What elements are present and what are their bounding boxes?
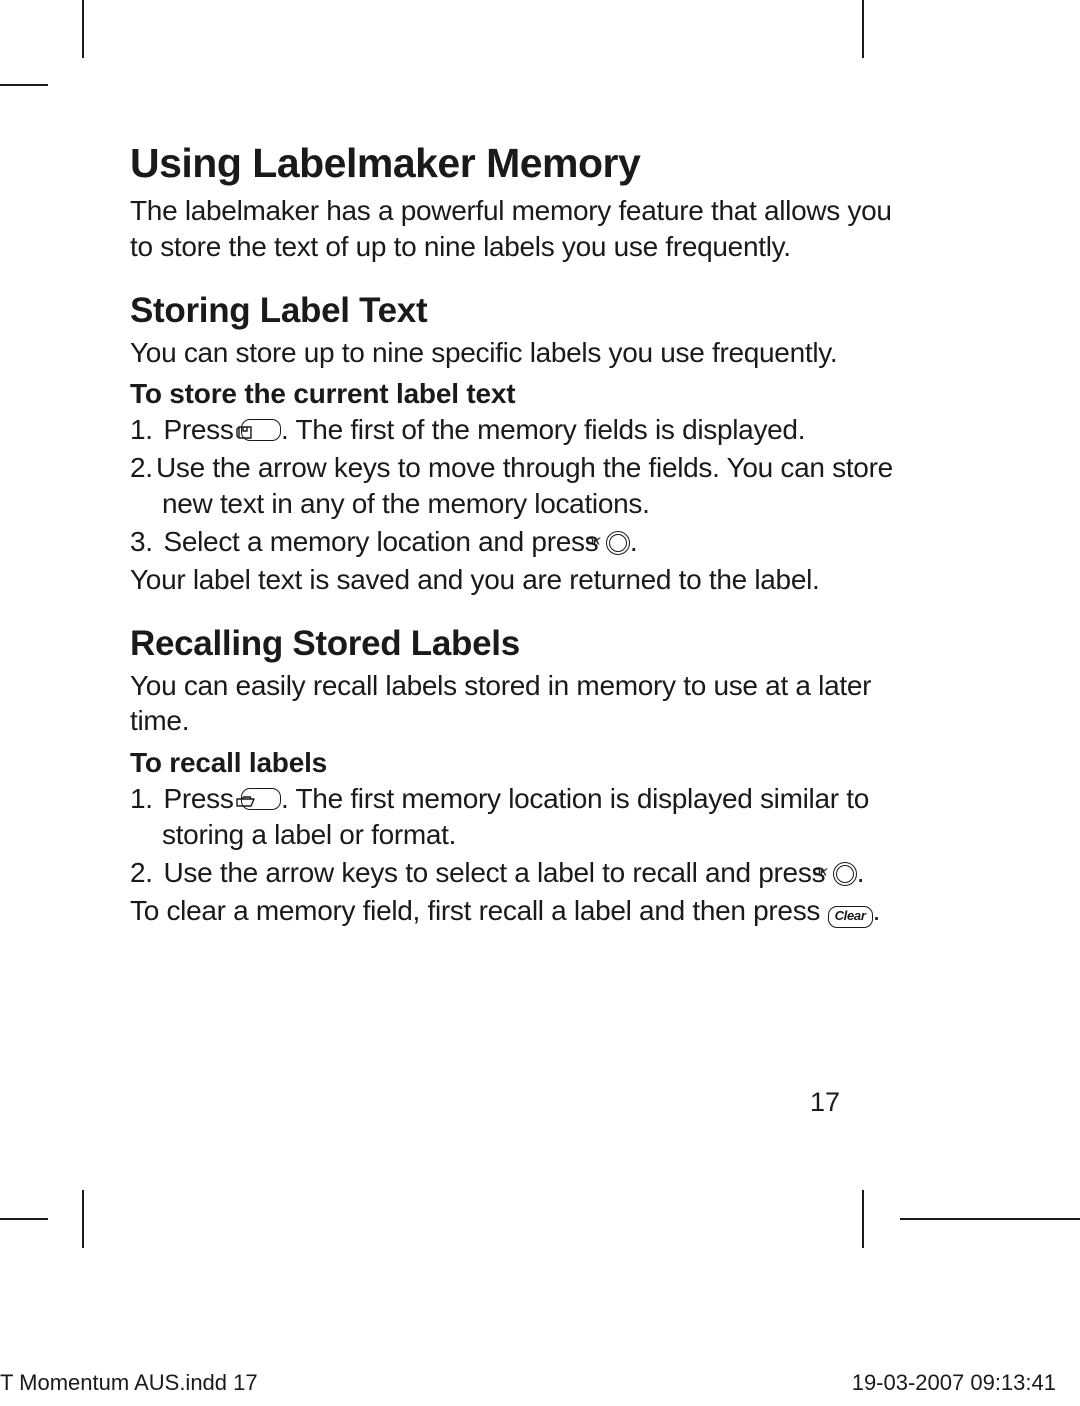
clear-key-icon: Clear	[828, 906, 873, 928]
open-key-icon	[241, 788, 281, 810]
ok-key-icon: OK	[833, 862, 857, 886]
page-number: 17	[810, 1087, 840, 1118]
step-text: Select a memory location and press	[163, 526, 605, 557]
crop-mark	[82, 1190, 84, 1248]
crop-mark	[0, 84, 48, 86]
crop-mark	[0, 1218, 48, 1220]
after-text: Your label text is saved and you are ret…	[130, 562, 910, 598]
after-text-b: .	[873, 895, 880, 926]
footer-timestamp: 19-03-2007 09:13:41	[852, 1370, 1056, 1396]
footer-filename: T Momentum AUS.indd 17	[0, 1370, 258, 1396]
crop-mark	[862, 0, 864, 58]
step-text: .	[857, 857, 864, 888]
after-text: To clear a memory field, first recall a …	[130, 893, 910, 929]
step-text: Press	[163, 783, 241, 814]
step-item: Use the arrow keys to select a label to …	[130, 855, 910, 891]
after-text-a: To clear a memory field, first recall a …	[130, 895, 828, 926]
section-subheading: To recall labels	[130, 747, 910, 779]
steps-list: Press . The first of the memory fields i…	[130, 412, 910, 559]
step-text: . The first of the memory fields is disp…	[281, 414, 805, 445]
step-item: Press . The first memory location is dis…	[130, 781, 910, 853]
step-text: Use the arrow keys to select a label to …	[163, 857, 832, 888]
intro-text: The labelmaker has a powerful memory fea…	[130, 193, 910, 265]
section-subheading: To store the current label text	[130, 378, 910, 410]
save-key-icon	[241, 419, 281, 441]
step-item: Press . The first of the memory fields i…	[130, 412, 910, 448]
section-intro: You can easily recall labels stored in m…	[130, 668, 910, 740]
crop-mark	[862, 1190, 864, 1248]
section-intro: You can store up to nine specific labels…	[130, 335, 910, 371]
step-text: Press	[163, 414, 241, 445]
page-title: Using Labelmaker Memory	[130, 140, 910, 187]
crop-mark	[82, 0, 84, 58]
section-heading: Recalling Stored Labels	[130, 624, 910, 664]
page-content: Using Labelmaker Memory The labelmaker h…	[130, 140, 910, 929]
step-item: Select a memory location and press OK.	[130, 524, 910, 560]
steps-list: Press . The first memory location is dis…	[130, 781, 910, 890]
ok-key-icon: OK	[606, 531, 630, 555]
section-heading: Storing Label Text	[130, 291, 910, 331]
step-item: Use the arrow keys to move through the f…	[130, 450, 910, 522]
step-text: .	[630, 526, 637, 557]
crop-mark	[900, 1218, 1080, 1220]
